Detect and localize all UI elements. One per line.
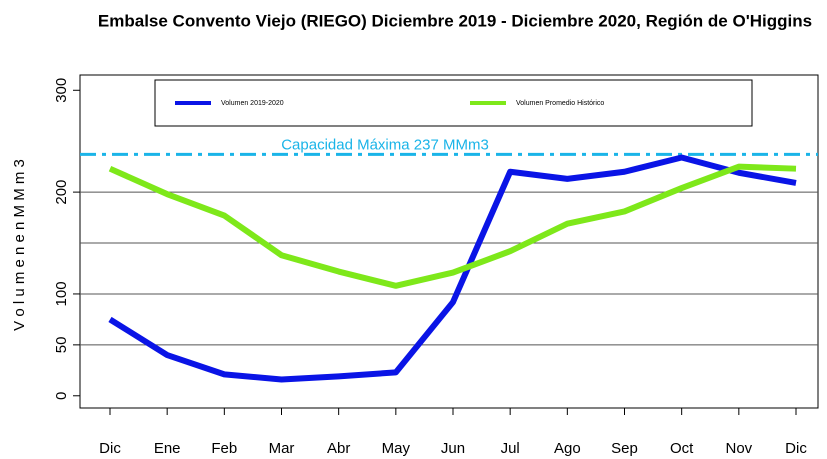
x-tick-label: Jun [441, 440, 465, 457]
x-tick-label: Jul [501, 440, 520, 457]
x-tick-label: Sep [611, 440, 638, 457]
legend-box [154, 79, 753, 127]
x-tick-label: May [382, 440, 411, 457]
chart-title: Embalse Convento Viejo (RIEGO) Diciembre… [98, 11, 812, 30]
y-tick-label: 0 [53, 392, 70, 400]
x-tick-label: Ago [554, 440, 581, 457]
x-tick-label: Dic [785, 440, 807, 457]
capacity-label: Capacidad Máxima 237 MMm3 [281, 136, 489, 153]
legend-label: Volumen 2019-2020 [221, 100, 284, 107]
y-axis-label: V o l u m e n e n M M m 3 [11, 159, 28, 331]
y-tick-label: 50 [53, 337, 70, 354]
plot-frame [79, 74, 819, 409]
legend-label: Volumen Promedio Histórico [516, 100, 604, 107]
y-tick-label: 200 [53, 180, 70, 205]
x-tick-label: Nov [725, 440, 752, 457]
x-tick-label: Mar [269, 440, 295, 457]
x-tick-label: Dic [99, 440, 121, 457]
y-tick-label: 300 [53, 78, 70, 103]
x-tick-label: Oct [670, 440, 694, 457]
x-tick-label: Feb [211, 440, 237, 457]
x-tick-label: Abr [327, 440, 350, 457]
data-line [108, 154, 797, 383]
x-tick-label: Ene [154, 440, 181, 457]
data-line [108, 163, 797, 289]
y-tick-label: 100 [53, 281, 70, 306]
